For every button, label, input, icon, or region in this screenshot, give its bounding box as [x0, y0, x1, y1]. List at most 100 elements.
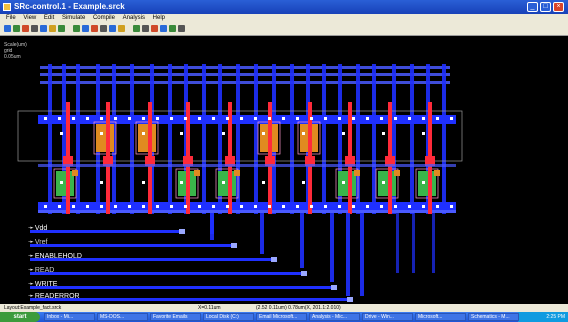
contact	[184, 205, 187, 208]
taskbar-item[interactable]: Schematics - M...	[468, 313, 519, 321]
layer-icon[interactable]	[133, 25, 140, 32]
save-icon[interactable]	[13, 25, 20, 32]
metal1-route	[210, 213, 214, 234]
arrow-icon[interactable]	[100, 25, 107, 32]
fit-icon[interactable]	[82, 25, 89, 32]
diffusion-contact-area	[434, 170, 440, 176]
metal1-route	[396, 213, 399, 273]
run-icon[interactable]	[151, 25, 158, 32]
contact	[100, 205, 103, 208]
menu-analysis[interactable]: Analysis	[122, 15, 145, 21]
pin-vref[interactable]: ➛Vref	[28, 239, 48, 246]
system-tray: 2:25 PM	[518, 312, 568, 322]
p-diffusion	[96, 124, 114, 152]
via	[301, 271, 307, 276]
cell-icon[interactable]	[118, 25, 125, 32]
probe-icon[interactable]	[169, 25, 176, 32]
grid-value: 0.05um	[4, 54, 21, 60]
clock: 2:25 PM	[546, 314, 565, 320]
layout-canvas[interactable]: Scale(um) grid 0.05um ➛Vdd ➛Vref ➛ENABLE…	[0, 36, 568, 304]
pin-route	[30, 298, 348, 301]
metal1-column	[372, 64, 376, 214]
contact	[128, 117, 131, 120]
snap-icon[interactable]	[142, 25, 149, 32]
pin-read[interactable]: ➛READ	[28, 267, 55, 274]
cut-icon[interactable]	[40, 25, 47, 32]
close-button[interactable]: ×	[553, 2, 564, 12]
contact	[100, 132, 103, 135]
menu-compile[interactable]: Compile	[92, 15, 115, 21]
metal2-route	[40, 66, 450, 69]
contact	[422, 132, 425, 135]
contact	[254, 117, 257, 120]
gnd-rail-edge	[38, 210, 456, 213]
pencil-icon[interactable]	[22, 25, 29, 32]
pin-vdd[interactable]: ➛Vdd	[28, 225, 48, 232]
metal2-route	[40, 73, 450, 76]
poly-contact-pad	[145, 156, 155, 166]
taskbar-item[interactable]: Drive - Win...	[362, 313, 413, 321]
metal1-column	[442, 64, 446, 214]
pin-label: WRITE	[34, 281, 58, 288]
menu-file[interactable]: File	[6, 15, 16, 21]
layout-view[interactable]	[0, 36, 568, 304]
copy-icon[interactable]	[49, 25, 56, 32]
poly-contact-pad	[103, 156, 113, 166]
contact	[380, 117, 383, 120]
minimize-button[interactable]: _	[527, 2, 538, 12]
contact	[100, 181, 103, 184]
pin-enablehold[interactable]: ➛ENABLEHOLD	[28, 253, 82, 260]
metal1-column	[356, 64, 360, 214]
menu-edit[interactable]: Edit	[43, 15, 55, 21]
delete-icon[interactable]	[91, 25, 98, 32]
taskbar-item[interactable]: Local Disk (C:)	[203, 313, 254, 321]
metal1-route	[260, 213, 264, 254]
n-diffusion	[56, 171, 74, 196]
contact	[338, 205, 341, 208]
start-button[interactable]: start	[0, 312, 40, 322]
contact	[180, 132, 183, 135]
diffusion-contact-area	[72, 170, 78, 176]
contact	[262, 181, 265, 184]
taskbar-item[interactable]: Email Microsoft...	[256, 313, 307, 321]
pin-readerror[interactable]: ➛READERROR	[28, 293, 80, 300]
metal1-column	[76, 64, 80, 214]
taskbar-item[interactable]: MS-DOS...	[97, 313, 148, 321]
pin-write[interactable]: ➛WRITE	[28, 281, 58, 288]
pin-route	[30, 258, 272, 261]
gnd-rail	[38, 202, 456, 211]
maximize-button[interactable]: □	[540, 2, 551, 12]
via	[231, 243, 237, 248]
zoom-out-icon[interactable]	[73, 25, 80, 32]
taskbar-item[interactable]: Inbox - Mi...	[44, 313, 95, 321]
menu-view[interactable]: View	[23, 15, 37, 21]
print-icon[interactable]	[31, 25, 38, 32]
n-diffusion	[378, 171, 396, 196]
contact	[240, 205, 243, 208]
contact	[382, 132, 385, 135]
taskbar-item[interactable]: Microsoft...	[415, 313, 466, 321]
contact	[254, 205, 257, 208]
taskbar-item[interactable]: Analysis - Mic...	[309, 313, 360, 321]
metal2-mid	[38, 164, 456, 167]
pin-label: READ	[34, 267, 55, 274]
contact	[450, 117, 453, 120]
contact	[310, 117, 313, 120]
contact	[296, 117, 299, 120]
zoom-in-icon[interactable]	[58, 25, 65, 32]
vdd-rail	[38, 115, 456, 124]
poly-contact-pad	[183, 156, 193, 166]
contact	[142, 205, 145, 208]
wire-icon[interactable]	[109, 25, 116, 32]
grid-icon[interactable]	[178, 25, 185, 32]
ruler-icon[interactable]	[160, 25, 167, 32]
metal2-route	[40, 81, 450, 84]
menu-simulate[interactable]: Simulate	[61, 15, 86, 21]
contact	[352, 205, 355, 208]
contact	[422, 205, 425, 208]
n-diffusion	[338, 171, 356, 196]
menu-help[interactable]: Help	[152, 15, 165, 21]
new-icon[interactable]	[4, 25, 11, 32]
metal1-route	[412, 213, 415, 273]
taskbar-item[interactable]: Favorite Emails	[150, 313, 201, 321]
